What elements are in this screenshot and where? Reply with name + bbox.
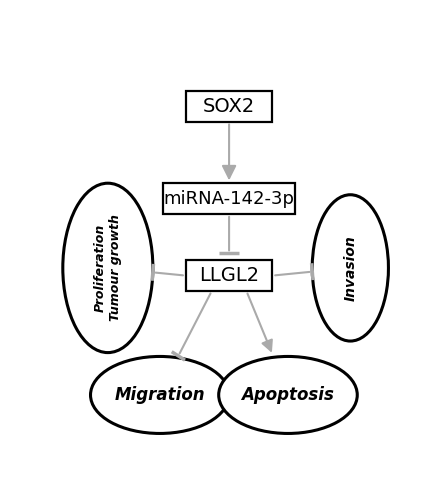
Text: miRNA-142-3p: miRNA-142-3p — [164, 190, 295, 208]
Text: LLGL2: LLGL2 — [199, 266, 259, 285]
Ellipse shape — [312, 194, 388, 341]
FancyBboxPatch shape — [186, 260, 272, 291]
Ellipse shape — [63, 183, 153, 352]
Ellipse shape — [219, 356, 357, 434]
Text: SOX2: SOX2 — [203, 96, 255, 116]
Text: Proliferation
Tumour growth: Proliferation Tumour growth — [94, 214, 122, 322]
FancyBboxPatch shape — [163, 183, 295, 214]
Ellipse shape — [90, 356, 229, 434]
Text: Apoptosis: Apoptosis — [241, 386, 334, 404]
FancyBboxPatch shape — [186, 91, 272, 122]
Text: Invasion: Invasion — [343, 235, 357, 301]
Text: Migration: Migration — [114, 386, 205, 404]
